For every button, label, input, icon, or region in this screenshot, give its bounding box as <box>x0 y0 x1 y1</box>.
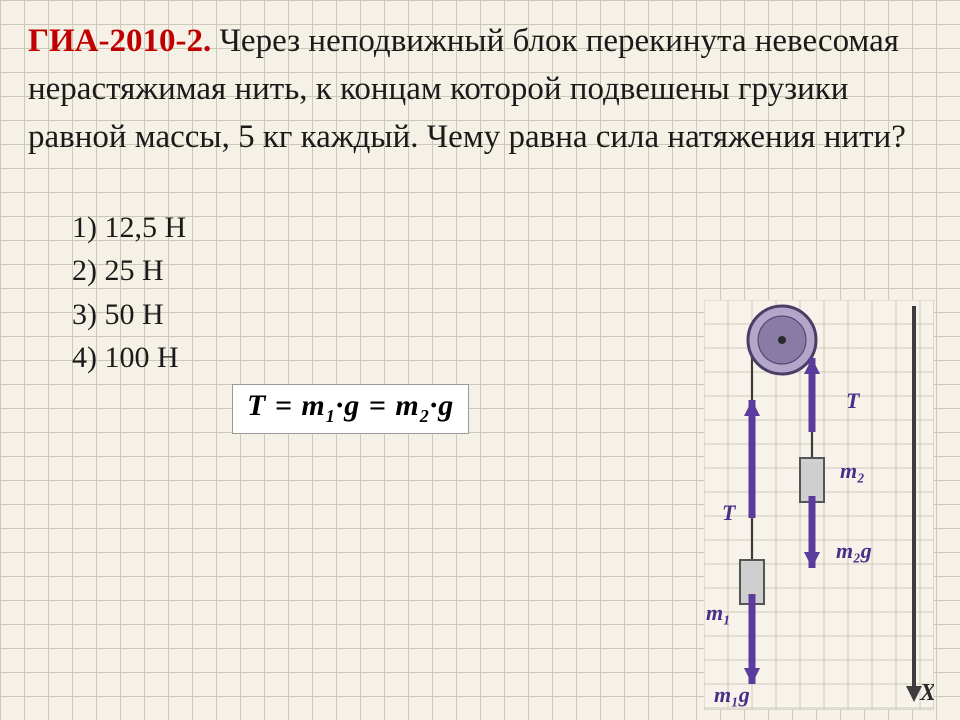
svg-text:T: T <box>846 388 861 413</box>
svg-text:X: X <box>919 680 934 706</box>
formula-box: T = m1·g = m2·g <box>232 384 469 434</box>
svg-text:m₂: m₂ <box>840 458 865 483</box>
answer-option: 2) 25 Н <box>72 249 932 293</box>
problem-text: ГИА-2010-2. Через неподвижный блок перек… <box>28 18 932 162</box>
svg-text:m₁: m₁ <box>706 600 731 625</box>
problem-id: ГИА-2010-2. <box>28 23 211 59</box>
svg-text:m₁g: m₁g <box>714 682 750 707</box>
pulley-diagram: T Tm₁g m₂g m₁ m₂ X <box>704 300 934 710</box>
svg-text:m₂g: m₂g <box>836 538 872 563</box>
answer-option: 1) 12,5 Н <box>72 206 932 250</box>
svg-text:T: T <box>722 500 737 525</box>
